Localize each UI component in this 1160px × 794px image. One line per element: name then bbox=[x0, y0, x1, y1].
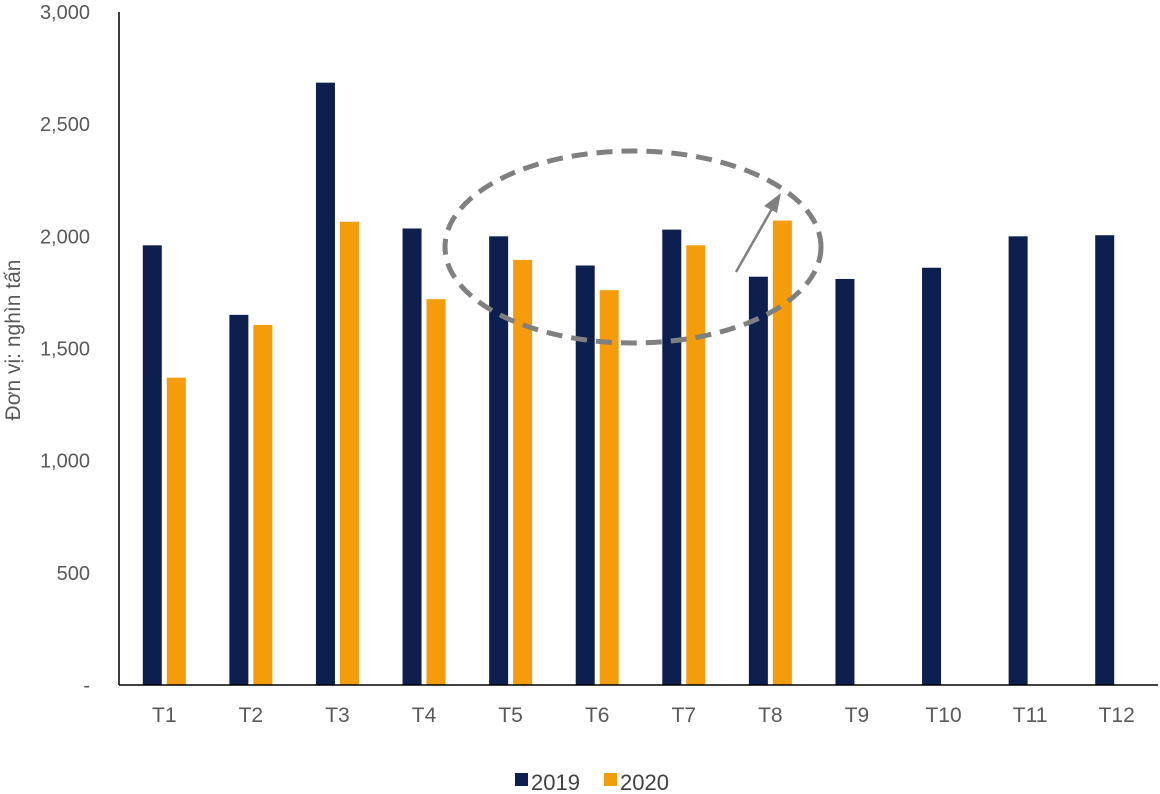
y-tick-label: 500 bbox=[57, 563, 90, 585]
x-tick-label: T7 bbox=[672, 704, 697, 727]
bar-2019-T9 bbox=[835, 279, 854, 685]
bar-2020-T2 bbox=[253, 325, 272, 685]
y-tick-label: 3,000 bbox=[40, 2, 90, 24]
x-tick-label: T1 bbox=[152, 704, 177, 727]
bar-2019-T4 bbox=[403, 228, 422, 685]
bar-2020-T1 bbox=[167, 378, 186, 685]
y-axis-ticks: - 500 1,000 1,500 2,000 2,500 3,000 bbox=[40, 2, 90, 697]
axes-group bbox=[119, 12, 1158, 685]
x-tick-label: T10 bbox=[925, 704, 961, 727]
bar-2019-T12 bbox=[1095, 235, 1114, 685]
bar-2020-T5 bbox=[513, 260, 532, 685]
legend-swatch-2019 bbox=[515, 773, 528, 786]
bar-2020-T6 bbox=[600, 290, 619, 685]
x-tick-label: T4 bbox=[412, 704, 437, 727]
y-tick-label: 1,000 bbox=[40, 451, 90, 473]
legend-swatch-2020 bbox=[604, 773, 617, 786]
bar-2019-T3 bbox=[316, 83, 335, 685]
x-axis-ticks: T1 T2 T3 T4 T5 T6 T7 T8 T9 T10 T11 T12 bbox=[152, 704, 1135, 727]
trend-arrow-head bbox=[764, 193, 781, 213]
bar-2019-T11 bbox=[1009, 236, 1028, 685]
legend: 2019 2020 bbox=[515, 770, 669, 794]
trend-arrow-shaft bbox=[736, 207, 773, 272]
y-tick-label: 2,500 bbox=[40, 114, 90, 136]
bar-2020-T4 bbox=[427, 299, 446, 685]
x-tick-label: T6 bbox=[585, 704, 610, 727]
bar-2019-T5 bbox=[489, 236, 508, 685]
bar-2020-T8 bbox=[773, 221, 792, 685]
bar-2019-T8 bbox=[749, 277, 768, 685]
x-tick-label: T5 bbox=[498, 704, 523, 727]
bar-2019-T1 bbox=[143, 245, 162, 685]
bar-2019-T10 bbox=[922, 268, 941, 685]
legend-label-2020: 2020 bbox=[620, 770, 669, 794]
x-tick-label: T9 bbox=[845, 704, 870, 727]
bar-2019-T2 bbox=[229, 315, 248, 685]
y-tick-label: 1,500 bbox=[40, 339, 90, 361]
y-tick-label: 2,000 bbox=[40, 226, 90, 248]
x-tick-label: T3 bbox=[325, 704, 350, 727]
y-tick-label: - bbox=[83, 675, 90, 697]
y-axis-title: Đơn vị: nghìn tấn bbox=[2, 260, 25, 421]
x-tick-label: T2 bbox=[239, 704, 264, 727]
bar-2019-T7 bbox=[662, 230, 681, 685]
x-tick-label: T12 bbox=[1099, 704, 1135, 727]
bar-2020-T3 bbox=[340, 222, 359, 685]
x-tick-label: T11 bbox=[1013, 704, 1048, 727]
bar-2020-T7 bbox=[686, 245, 705, 685]
x-tick-label: T8 bbox=[758, 704, 783, 727]
legend-label-2019: 2019 bbox=[531, 770, 580, 794]
bars-group bbox=[143, 83, 1114, 685]
bar-2019-T6 bbox=[576, 265, 595, 685]
